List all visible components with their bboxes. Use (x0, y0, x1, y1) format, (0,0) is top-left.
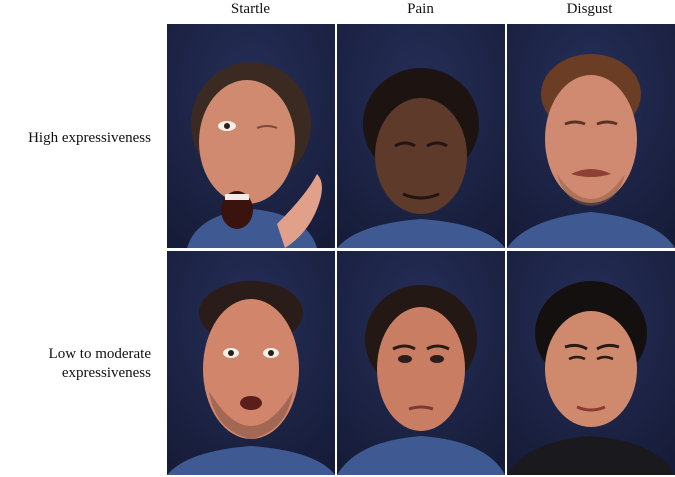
photo-pain-low-moderate (337, 251, 505, 475)
row-label-low-to-moderate-expressiveness: Low to moderate expressiveness (48, 346, 151, 381)
photo-grid (167, 24, 675, 477)
photo-startle-low-moderate (167, 251, 335, 475)
column-header-startle: Startle (230, 1, 271, 17)
photo-pain-high (337, 24, 505, 248)
photo-disgust-high (507, 24, 675, 248)
column-header-disgust: Disgust (566, 1, 613, 17)
row-label-high-expressiveness: High expressiveness (28, 130, 151, 146)
photo-startle-high (167, 24, 335, 248)
photo-disgust-low-moderate (507, 251, 675, 475)
column-header-pain: Pain (407, 1, 434, 17)
